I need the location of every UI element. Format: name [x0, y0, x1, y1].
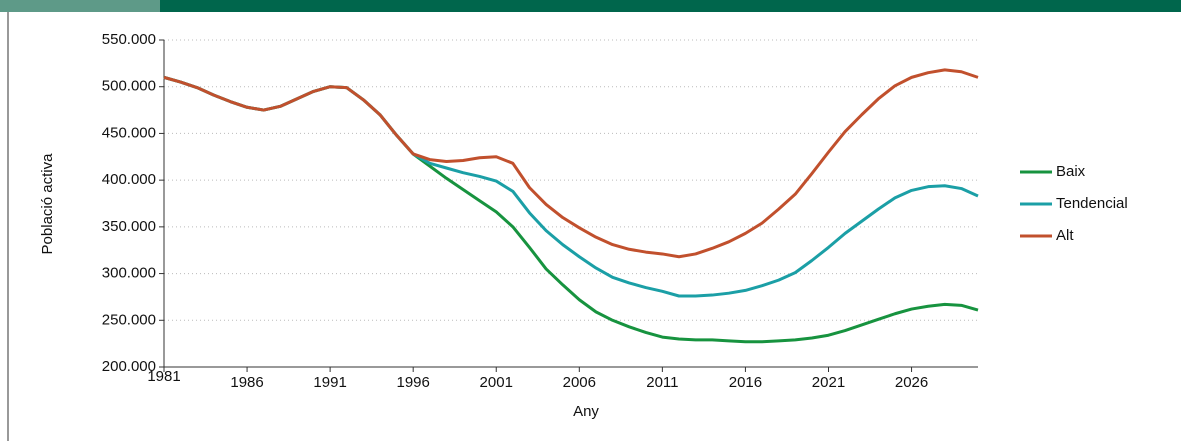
x-tick-label: 2021 [812, 374, 845, 391]
header-bar [160, 0, 1181, 12]
series-line [163, 68, 979, 259]
x-tick-label: 2006 [563, 374, 596, 391]
series-line [163, 75, 979, 344]
legend-label: Alt [1056, 227, 1074, 244]
series-line [163, 75, 979, 298]
y-tick-label: 300.000 [102, 265, 156, 282]
y-tick-label: 450.000 [102, 124, 156, 141]
x-axis-label: Any [573, 403, 599, 420]
x-tick-label: 1986 [230, 374, 263, 391]
y-tick-label: 500.000 [102, 78, 156, 95]
x-tick-label: 2011 [646, 374, 678, 391]
y-tick-label: 200.000 [102, 358, 156, 375]
y-axis-label: Població activa [39, 153, 56, 255]
legend-label: Tendencial [1056, 195, 1128, 212]
x-tick-label: 2001 [480, 374, 513, 391]
x-tick-label: 1991 [313, 374, 346, 391]
y-tick-label: 350.000 [102, 218, 156, 235]
y-tick-label: 400.000 [102, 171, 156, 188]
x-tick-label: 2016 [729, 374, 762, 391]
y-tick-label: 550.000 [102, 31, 156, 48]
y-tick-label: 250.000 [102, 311, 156, 328]
legend-label: Baix [1056, 163, 1086, 180]
x-tick-label: 2026 [895, 374, 928, 391]
x-tick-label: 1996 [396, 374, 429, 391]
x-tick-label: 1981 [147, 368, 180, 385]
header-bar-left [0, 0, 160, 12]
